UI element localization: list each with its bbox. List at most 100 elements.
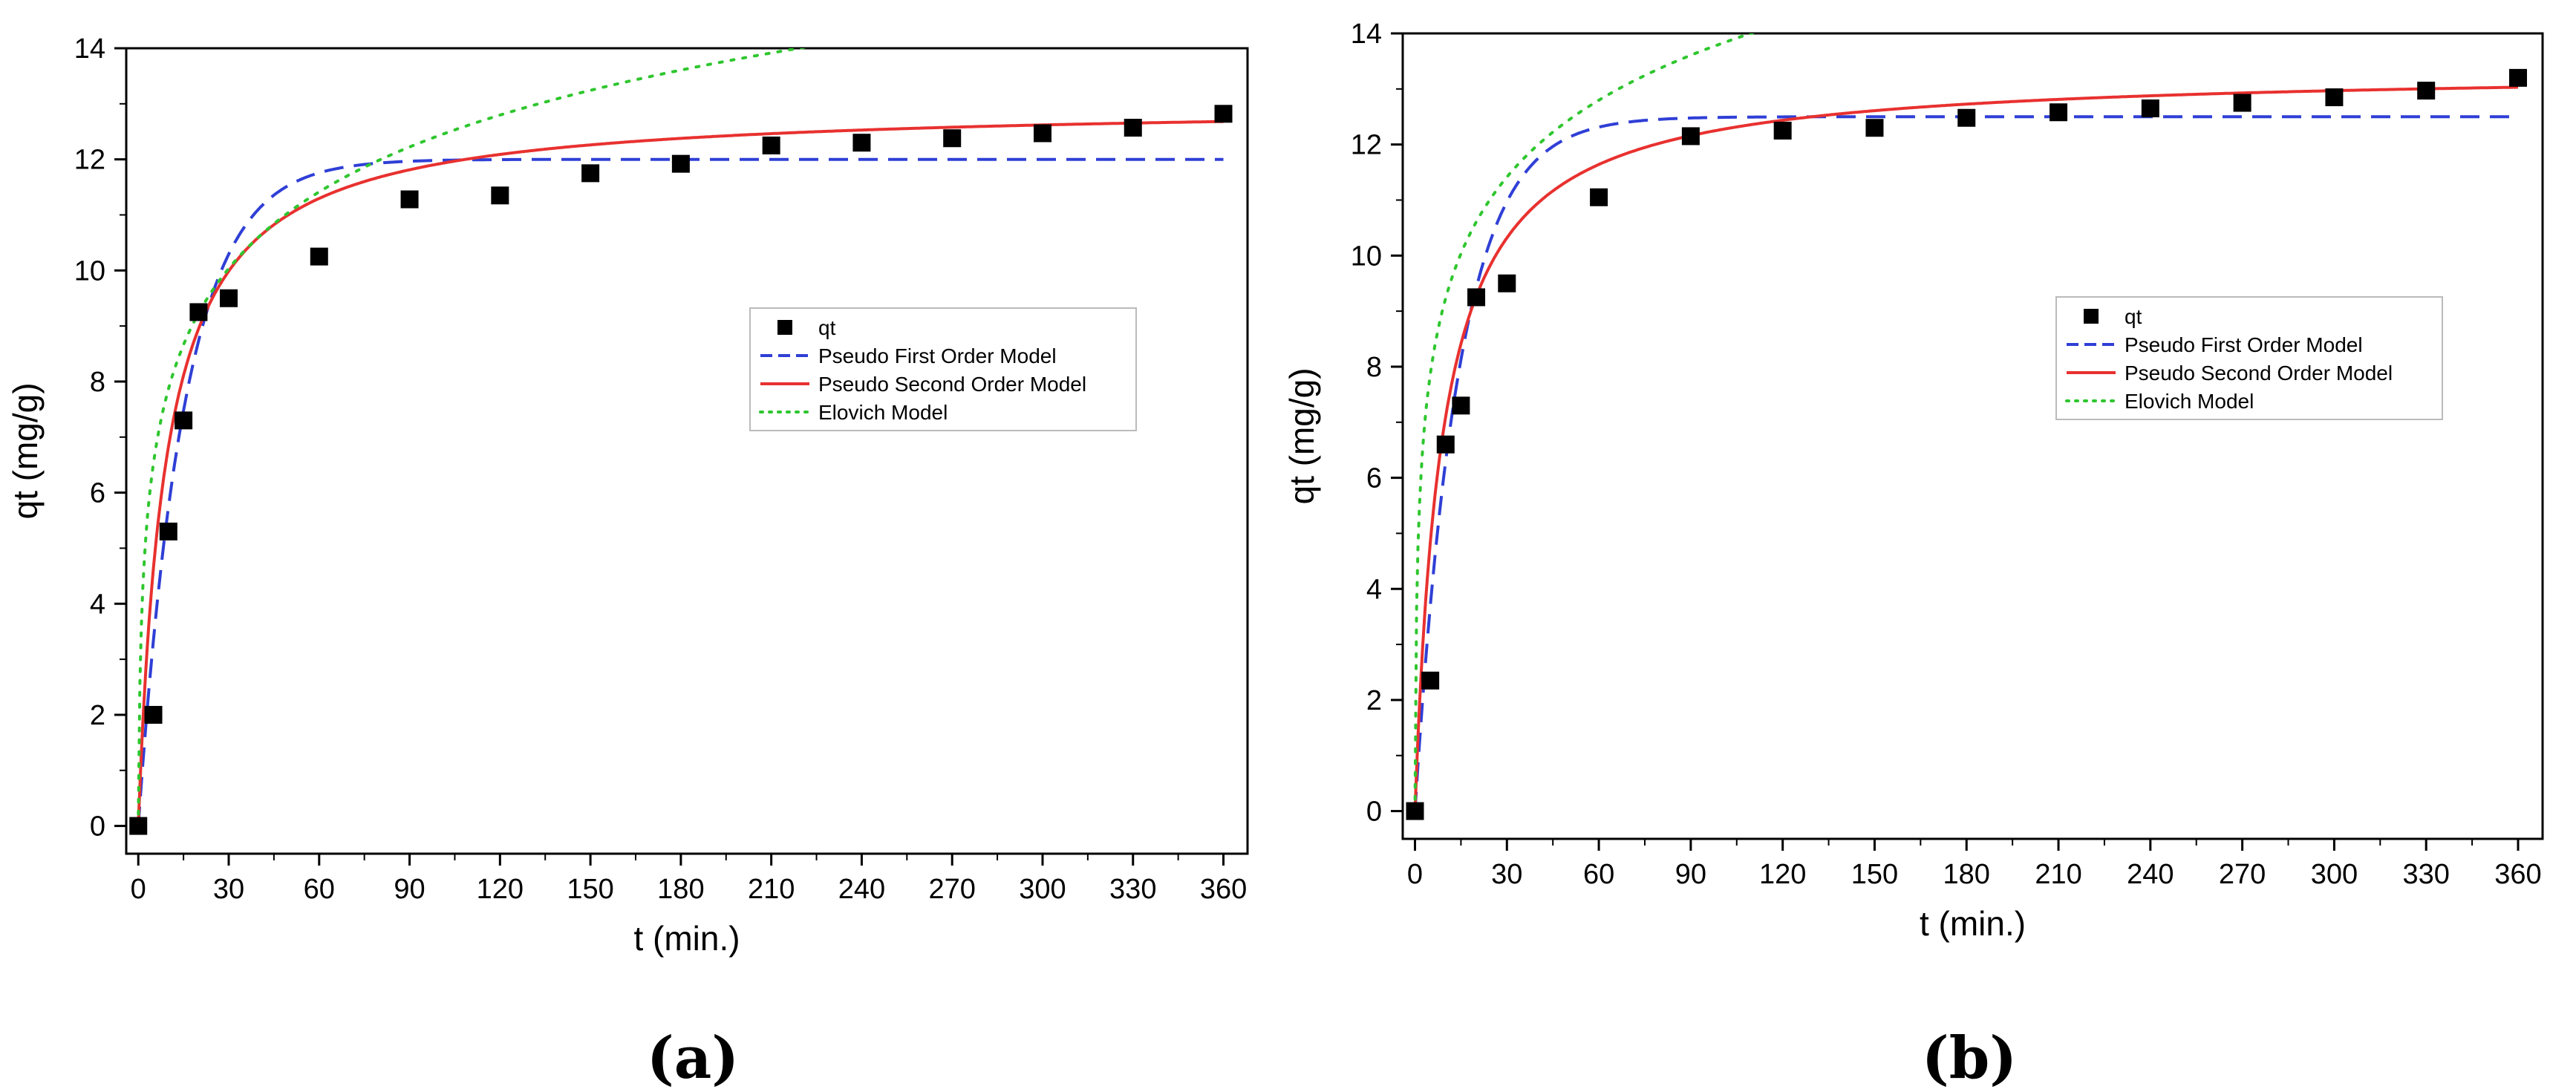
chart-b-legend-label: Pseudo First Order Model — [2125, 333, 2363, 356]
chart-a-x-tick-label: 240 — [838, 874, 885, 905]
chart-a-x-tick-label: 30 — [213, 874, 244, 905]
chart-a-x-tick-label: 150 — [567, 874, 613, 905]
chart-b-data-point — [2417, 82, 2436, 100]
chart-a-data-point — [1033, 124, 1051, 143]
chart-a-y-tick-label: 2 — [90, 700, 105, 731]
chart-b-y-tick-label: 12 — [1351, 130, 1382, 161]
chart-b-data-point — [1590, 188, 1608, 206]
chart-b-line-pseudo-first-order-model — [1413, 115, 2518, 811]
chart-b-data-point — [1681, 127, 1700, 146]
chart-b-data-point — [1773, 121, 1792, 140]
chart-b-x-tick-label: 60 — [1583, 859, 1614, 890]
chart-b-plot-frame — [1401, 32, 2544, 840]
chart-a-x-axis-label: t (min.) — [633, 919, 740, 958]
chart-b-data-point — [1865, 119, 1884, 137]
chart-a-x-tick-label: 300 — [1019, 874, 1066, 905]
chart-b-x-tick-label: 300 — [2311, 859, 2358, 890]
chart-a-data-point — [581, 164, 600, 183]
chart-b-data-point — [1957, 108, 1976, 127]
chart-a-data-point — [671, 154, 690, 173]
chart-a-legend-label: Elovich Model — [818, 401, 948, 424]
chart-a-legend — [749, 307, 1137, 431]
chart-a-data-point — [144, 705, 163, 724]
chart-panel-b: 0 30 60 90 120 150 180 210 240 270 300 330 360 0 2 4 6 8 1… — [1282, 0, 2576, 1092]
chart-a-data-point — [175, 411, 193, 430]
chart-a-data-point — [400, 190, 419, 209]
chart-a-y-tick-label: 10 — [74, 255, 105, 287]
chart-b-legend-label: Elovich Model — [2125, 390, 2254, 413]
chart-b-y-axis-label: qt (mg/g) — [1288, 367, 1321, 504]
chart-a-data-point — [491, 186, 509, 205]
chart-a-x-tick-label: 330 — [1109, 874, 1156, 905]
chart-b-x-tick-label: 180 — [1943, 859, 1990, 890]
chart-a-legend-label: qt — [818, 316, 836, 339]
chart-a-x-tick-label: 60 — [304, 874, 335, 905]
chart-b-x-tick-label: 0 — [1407, 859, 1423, 890]
chart-b-y-tick-label: 2 — [1366, 685, 1382, 716]
chart-b-data-point — [1452, 396, 1470, 415]
chart-b-x-tick-label: 330 — [2402, 859, 2449, 890]
chart-a-legend-marker — [777, 320, 792, 335]
chart-b-y-tick-label: 10 — [1351, 241, 1382, 272]
chart-a-y-tick-label: 12 — [74, 145, 105, 176]
chart-b-x-tick-label: 90 — [1675, 859, 1706, 890]
chart-panel-a: 0 30 60 90 120 150 180 210 240 270 300 330 360 0 2 4 6 8 1… — [0, 0, 1288, 1092]
chart-b-data-point — [2141, 99, 2159, 118]
chart-b-legend-marker — [2084, 309, 2099, 324]
chart-b-data-point — [2050, 103, 2068, 122]
chart-b-y-tick-label: 8 — [1366, 352, 1382, 383]
chart-b-data-point — [1436, 435, 1455, 454]
chart-b-y-tick-label: 6 — [1366, 463, 1382, 494]
chart-a-legend-label: Pseudo First Order Model — [818, 344, 1057, 367]
chart-a-legend-label: Pseudo Second Order Model — [818, 373, 1086, 396]
chart-b-legend-label: qt — [2125, 305, 2142, 328]
chart-b-data-point — [1421, 671, 1440, 690]
chart-a-data-point — [310, 247, 328, 266]
chart-b-y-tick-label: 0 — [1366, 797, 1382, 828]
chart-a-line-pseudo-first-order-model — [137, 157, 1224, 826]
chart-b-legend — [2055, 296, 2443, 420]
chart-b-x-tick-label: 240 — [2127, 859, 2174, 890]
panel-label-b: (b) — [1921, 1024, 2018, 1092]
chart-a-data-point — [1214, 105, 1233, 123]
chart-b-x-tick-label: 270 — [2219, 859, 2266, 890]
chart-b-data-point — [1498, 274, 1516, 292]
chart-b-x-tick-label: 30 — [1491, 859, 1522, 890]
chart-a-plot-frame — [125, 47, 1249, 855]
chart-b-x-tick-label: 210 — [2035, 859, 2081, 890]
chart-a-x-tick-label: 180 — [657, 874, 704, 905]
chart-a-y-tick-label: 14 — [74, 33, 105, 65]
chart-a-data-point — [943, 129, 962, 148]
chart-a-x-tick-label: 360 — [1200, 874, 1247, 905]
chart-b-svg: 0 30 60 90 120 150 180 210 240 270 300 330 360 0 2 4 6 8 1… — [1282, 19, 2544, 943]
chart-a-x-tick-label: 0 — [131, 874, 146, 905]
chart-b-data-point — [2508, 68, 2527, 87]
chart-a-data-point — [852, 134, 871, 152]
chart-b-data-point — [1406, 802, 1424, 820]
chart-a-y-axis-label: qt (mg/g) — [6, 382, 45, 519]
chart-b-data-point — [1467, 288, 1486, 307]
chart-b-x-tick-label: 120 — [1759, 859, 1806, 890]
chart-b-x-tick-label: 150 — [1851, 859, 1898, 890]
chart-a-x-tick-label: 270 — [929, 874, 976, 905]
chart-b-data-point — [2233, 94, 2251, 112]
chart-a-data-point — [189, 303, 208, 321]
chart-a-y-tick-label: 8 — [90, 367, 105, 398]
chart-a-data-point — [762, 136, 780, 154]
chart-b-line-pseudo-second-order-model — [1413, 85, 2518, 811]
chart-a-y-tick-label: 0 — [90, 811, 105, 843]
chart-b-line-elovich-model — [1413, 33, 1756, 813]
panel-label-a: (a) — [646, 1024, 740, 1092]
chart-a-data-point — [129, 817, 148, 835]
chart-a-data-point — [220, 289, 238, 307]
chart-a-line-pseudo-second-order-model — [137, 120, 1224, 826]
chart-a-x-tick-label: 120 — [477, 874, 524, 905]
chart-a-data-point — [159, 523, 177, 540]
chart-b-legend-label: Pseudo Second Order Model — [2125, 362, 2393, 385]
chart-b-data-point — [2325, 88, 2344, 107]
chart-a-y-tick-label: 6 — [90, 478, 105, 509]
chart-a-data-point — [1124, 119, 1142, 137]
chart-b-y-tick-label: 14 — [1351, 19, 1382, 50]
chart-a-y-tick-label: 4 — [90, 589, 105, 620]
chart-a-svg: 0 30 60 90 120 150 180 210 240 270 300 330 360 0 2 4 6 8 1… — [6, 33, 1249, 958]
